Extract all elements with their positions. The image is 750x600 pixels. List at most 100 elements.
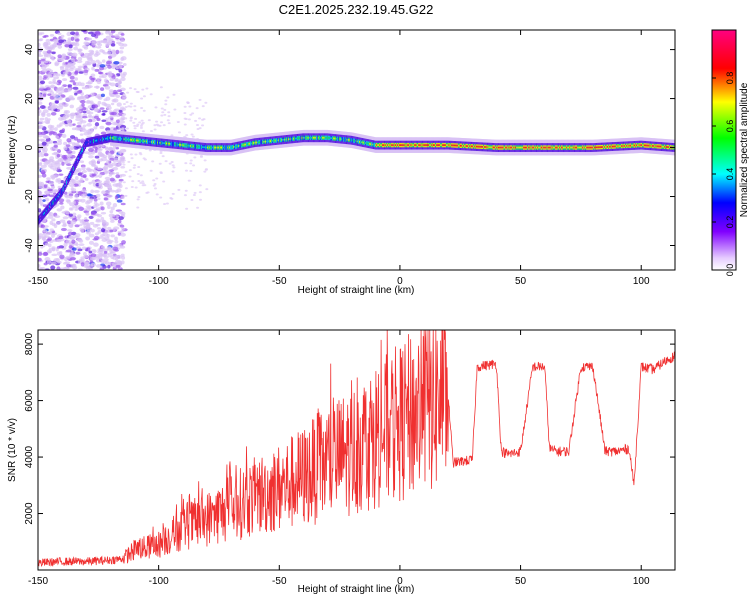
heatmap-cell	[111, 262, 118, 267]
heatmap-cell	[260, 141, 262, 143]
heatmap-cell	[136, 198, 140, 201]
heatmap-cell	[48, 212, 54, 216]
heatmap-cell	[104, 170, 108, 175]
heatmap-cell	[408, 144, 411, 146]
heatmap-cell	[302, 136, 304, 139]
heatmap-cell	[359, 140, 361, 143]
heatmap-cell	[108, 91, 114, 95]
heatmap-cell	[114, 137, 116, 140]
x-tick-label: 0	[397, 276, 403, 287]
heatmap-cell	[193, 191, 197, 194]
heatmap-cell	[552, 146, 554, 149]
heatmap-cell	[253, 141, 255, 144]
spectrogram-plot-frame	[37, 29, 676, 271]
heatmap-cell	[80, 198, 86, 203]
heatmap-cell	[272, 140, 274, 142]
heatmap-cell	[92, 223, 99, 228]
heatmap-cell	[176, 143, 179, 146]
heatmap-cell	[171, 192, 175, 195]
heatmap-cell	[370, 143, 372, 145]
heatmap-cell	[418, 144, 420, 146]
heatmap-cell	[121, 138, 124, 140]
heatmap-cell	[479, 145, 481, 148]
heatmap-cell	[69, 113, 76, 116]
heatmap-cell	[61, 190, 64, 192]
heatmap-cell	[142, 157, 146, 160]
heatmap-cell	[61, 55, 67, 60]
heatmap-cell	[517, 146, 520, 149]
heatmap-cell	[58, 102, 65, 107]
heatmap-cell	[43, 184, 48, 189]
heatmap-cell	[88, 155, 94, 159]
heatmap-cell	[41, 63, 47, 67]
heatmap-cell	[201, 146, 203, 148]
heatmap-cell	[98, 236, 105, 239]
heatmap-cell	[46, 119, 51, 123]
heatmap-cell	[67, 229, 73, 232]
heatmap-cell	[42, 227, 47, 230]
heatmap-cell	[643, 144, 646, 147]
heatmap-cell	[340, 138, 342, 140]
heatmap-cell	[654, 145, 657, 147]
heatmap-cell	[184, 162, 188, 165]
heatmap-cell	[38, 101, 43, 106]
heatmap-cell	[38, 184, 45, 189]
heatmap-cell	[61, 133, 67, 138]
heatmap-cell	[54, 100, 59, 104]
heatmap-cell	[189, 170, 193, 173]
heatmap-cell	[276, 139, 278, 142]
heatmap-cell	[39, 224, 46, 229]
heatmap-cell	[97, 197, 101, 201]
heatmap-cell	[140, 97, 144, 100]
heatmap-cell	[540, 146, 543, 149]
heatmap-cell	[69, 174, 71, 177]
heatmap-cell	[638, 144, 640, 147]
heatmap-cell	[645, 144, 647, 147]
heatmap-cell	[38, 154, 41, 158]
heatmap-cell	[271, 140, 273, 142]
heatmap-cell	[259, 141, 261, 144]
snr-y-axis-label: SNR (10 * v/v)	[7, 418, 18, 482]
heatmap-cell	[184, 169, 188, 172]
heatmap-cell	[387, 144, 389, 146]
heatmap-cell	[480, 145, 483, 148]
heatmap-cell	[585, 146, 587, 149]
heatmap-cell	[107, 239, 114, 243]
heatmap-cell	[68, 123, 73, 127]
heatmap-cell	[349, 139, 351, 141]
heatmap-cell	[452, 144, 454, 147]
heatmap-cell	[137, 180, 141, 183]
heatmap-cell	[79, 154, 81, 156]
heatmap-cell	[132, 166, 136, 169]
heatmap-cell	[92, 104, 99, 109]
heatmap-cell	[88, 141, 91, 143]
heatmap-cell	[95, 218, 101, 222]
heatmap-cell	[477, 145, 479, 148]
heatmap-cell	[104, 138, 106, 140]
heatmap-cell	[90, 159, 96, 164]
heatmap-cell	[419, 144, 422, 146]
heatmap-cell	[72, 212, 77, 217]
heatmap-cell	[84, 265, 91, 269]
heatmap-cell	[161, 155, 165, 158]
heatmap-cell	[38, 120, 44, 125]
heatmap-cell	[78, 51, 83, 55]
heatmap-cell	[208, 146, 211, 149]
heatmap-cell	[647, 144, 649, 147]
heatmap-cell	[270, 140, 272, 142]
heatmap-cell	[107, 64, 112, 69]
heatmap-cell	[470, 145, 472, 148]
heatmap-cell	[160, 107, 164, 110]
heatmap-cell	[647, 144, 650, 147]
heatmap-cell	[164, 99, 168, 102]
heatmap-cell	[311, 136, 314, 139]
heatmap-cell	[90, 33, 97, 37]
heatmap-cell	[104, 180, 110, 184]
heatmap-cell	[66, 51, 73, 56]
heatmap-cell	[121, 255, 126, 260]
heatmap-cell	[105, 42, 110, 47]
heatmap-cell	[95, 59, 100, 63]
heatmap-cell	[99, 125, 105, 130]
heatmap-cell	[487, 146, 489, 148]
